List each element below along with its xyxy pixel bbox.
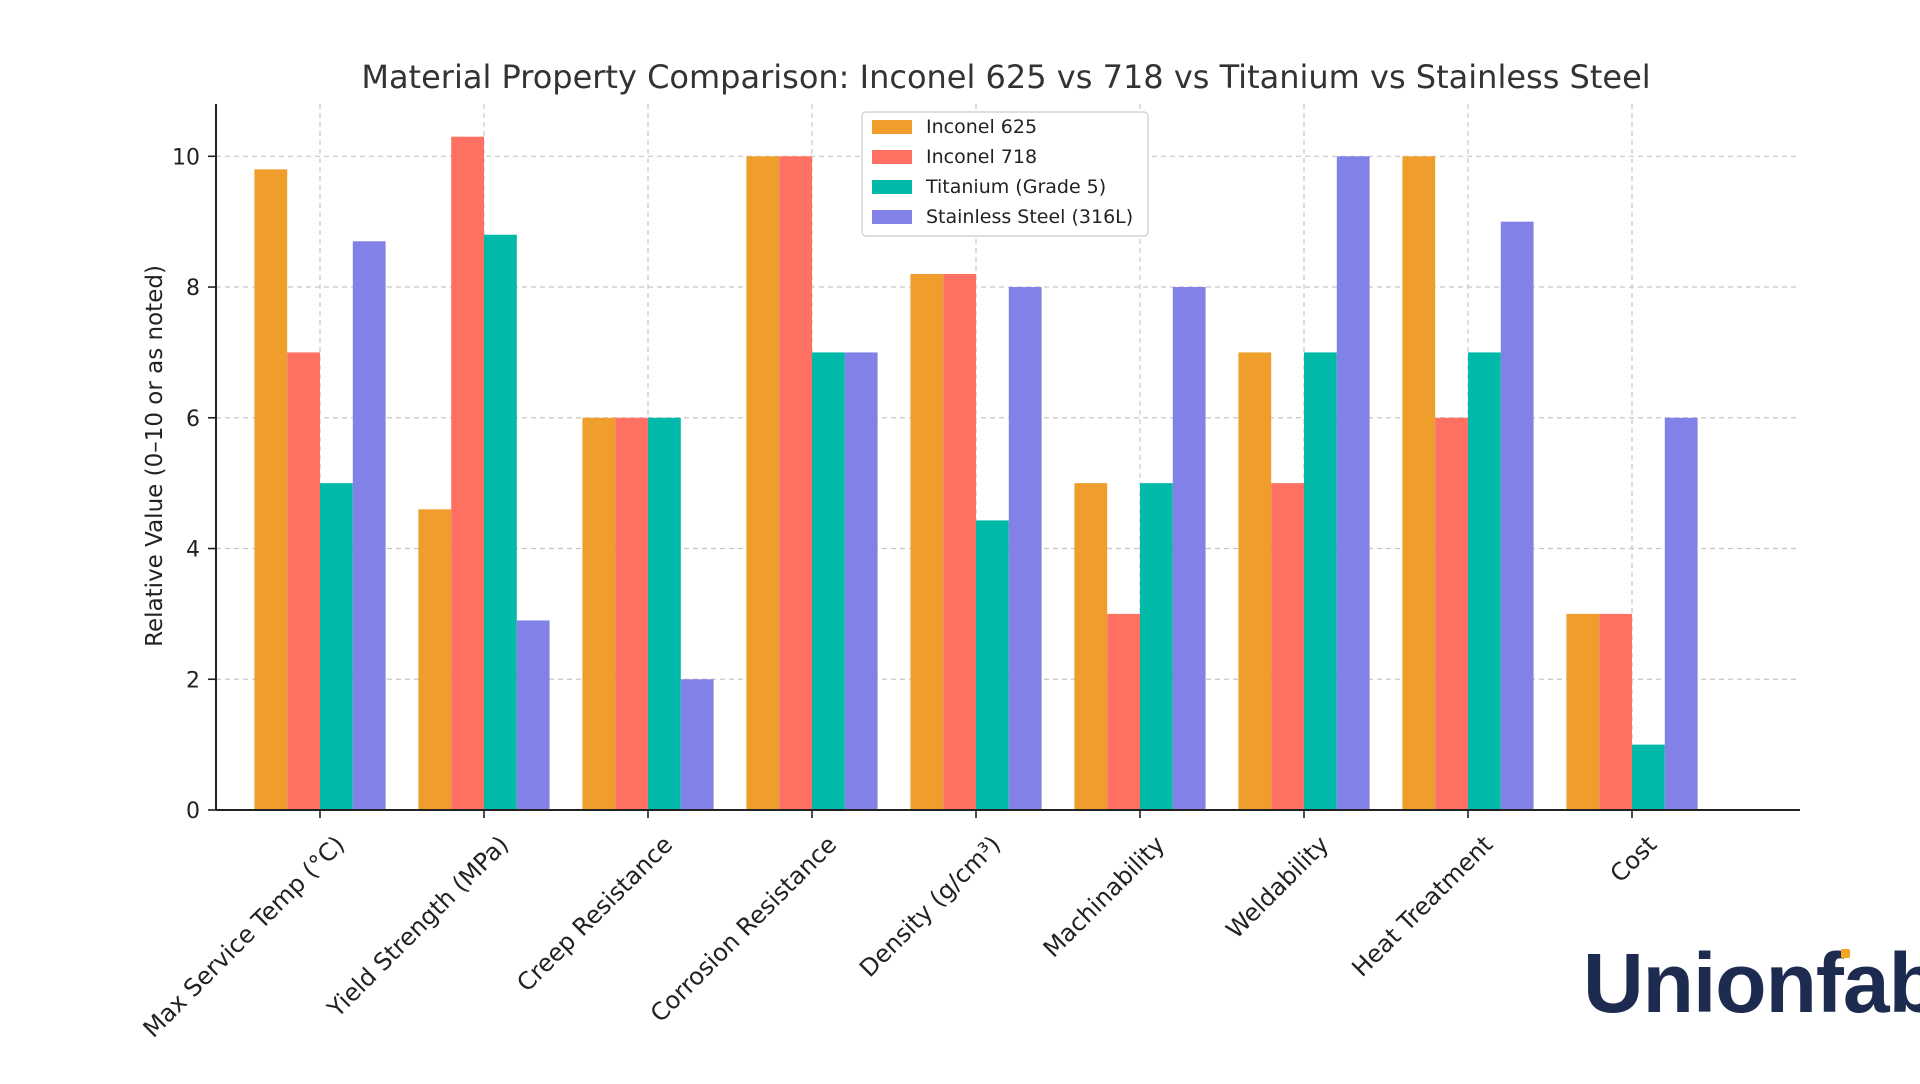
bar-titanium-grade-5 [1468, 352, 1501, 810]
bar-inconel-625 [582, 417, 616, 810]
y-tick-label: 0 [186, 799, 200, 824]
y-tick-label: 8 [186, 276, 200, 301]
x-category-label: Cost [1605, 830, 1663, 888]
bar-stainless-steel-316l [680, 679, 714, 810]
bar-titanium-grade-5 [1140, 483, 1173, 810]
bar-titanium-grade-5 [812, 352, 845, 810]
axes-layer [208, 104, 1800, 818]
logo-accent-mark [1841, 949, 1850, 958]
y-tick-label: 10 [172, 145, 200, 170]
bar-stainless-steel-316l [1008, 287, 1042, 810]
bar-inconel-625 [910, 273, 944, 811]
legend-swatch [872, 210, 912, 224]
chart-title: Material Property Comparison: Inconel 62… [361, 58, 1650, 96]
y-tick-label: 4 [186, 538, 200, 563]
bar-inconel-718 [1435, 417, 1468, 810]
bar-stainless-steel-316l [352, 241, 386, 810]
x-category-label: Corrosion Resistance [645, 830, 842, 1027]
bar-inconel-625 [418, 509, 452, 810]
bar-titanium-grade-5 [320, 483, 353, 810]
legend-swatch [872, 180, 912, 194]
bar-inconel-718 [451, 136, 484, 810]
bar-inconel-718 [287, 352, 320, 810]
x-category-label: Creep Resistance [511, 830, 678, 997]
bar-stainless-steel-316l [844, 352, 878, 810]
legend-label: Stainless Steel (316L) [926, 206, 1133, 228]
bar-titanium-grade-5 [1632, 744, 1665, 810]
bar-stainless-steel-316l [1664, 417, 1698, 810]
x-category-label: Heat Treatment [1346, 830, 1498, 982]
legend-swatch [872, 120, 912, 134]
bar-inconel-625 [1402, 156, 1436, 811]
x-category-label: Yield Strength (MPa) [321, 830, 514, 1023]
legend: Inconel 625 Inconel 718 Titanium (Grade 5)… [861, 111, 1149, 237]
brand-logo: Unionfab [1583, 936, 1920, 1030]
legend-label: Inconel 625 [926, 116, 1037, 138]
bar-titanium-grade-5 [1304, 352, 1337, 810]
bar-inconel-625 [1074, 483, 1108, 810]
x-category-label: Density (g/cm³) [854, 830, 1006, 982]
y-tick-label: 6 [186, 407, 200, 432]
y-axis-label: Relative Value (0–10 or as noted) [142, 265, 168, 647]
bar-inconel-718 [1599, 613, 1632, 810]
bar-titanium-grade-5 [484, 234, 517, 811]
bar-inconel-718 [779, 156, 812, 811]
legend-label: Inconel 718 [926, 146, 1037, 168]
bar-titanium-grade-5 [648, 417, 681, 810]
x-category-label: Max Service Temp (°C) [138, 830, 351, 1043]
bar-inconel-718 [1107, 613, 1140, 810]
brand-logo-text: Unionfab [1583, 936, 1920, 1030]
x-category-label: Weldability [1221, 830, 1335, 944]
bar-inconel-625 [1238, 352, 1272, 810]
bar-stainless-steel-316l [1500, 221, 1534, 811]
bar-stainless-steel-316l [1336, 156, 1370, 811]
legend-box [861, 111, 1149, 237]
bar-inconel-718 [615, 417, 648, 810]
legend-label: Titanium (Grade 5) [925, 176, 1106, 198]
bar-inconel-718 [943, 273, 976, 811]
bar-titanium-grade-5 [976, 520, 1009, 810]
x-category-label: Machinability [1038, 830, 1170, 962]
bar-inconel-625 [746, 156, 780, 811]
bar-stainless-steel-316l [516, 620, 550, 810]
y-tick-label: 2 [186, 668, 200, 693]
bar-stainless-steel-316l [1172, 287, 1206, 810]
bar-inconel-625 [1566, 613, 1600, 810]
legend-swatch [872, 150, 912, 164]
bar-inconel-625 [254, 169, 288, 810]
bar-inconel-718 [1271, 483, 1304, 810]
bars-layer [254, 136, 1698, 811]
